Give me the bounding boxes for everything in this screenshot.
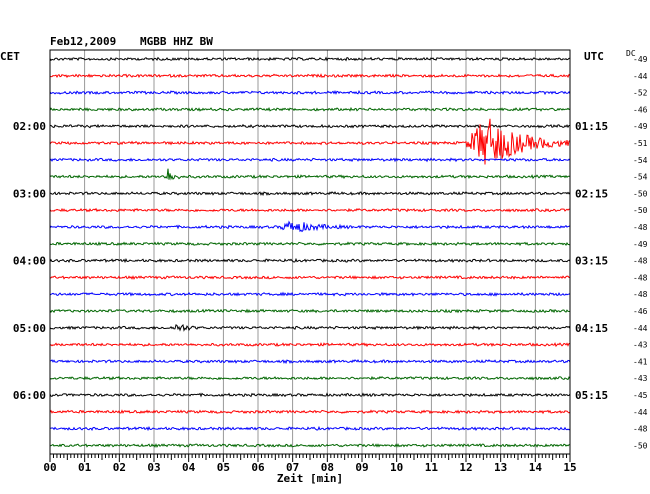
left-time-label: 02:00 [13,120,46,133]
dc-offset-label: -49 [633,55,648,64]
x-tick-label: 15 [563,461,576,474]
dc-offset-label: -50 [633,189,648,198]
dc-offset-label: -48 [633,257,648,266]
left-time-label: 04:00 [13,255,46,268]
dc-offset-label: -45 [633,391,648,400]
dc-offset-label: -49 [633,122,648,131]
dc-offset-label: -48 [633,425,648,434]
dc-offset-labels: -49 -44 -52 -46 -49 -51 -54 -54 -50 -50 -48 -49 -48 -… [633,55,648,450]
trace-row-22 [49,425,571,432]
x-tick-label: 08 [321,461,334,474]
trace-row-7 [49,168,571,181]
x-tick-label: 11 [425,461,439,474]
dc-offset-label: -48 [633,223,648,232]
x-axis-title: Zeit [min] [277,472,343,485]
x-axis: 00 01 02 03 04 05 06 07 08 09 10 11 12 13 14 15 [43,454,577,474]
dc-offset-label: -44 [633,324,648,333]
x-tick-label: 12 [459,461,472,474]
time-labels: 02:00 03:00 04:00 05:00 06:00 01:15 02:15 03:15… [13,120,608,402]
right-time-label: 04:15 [575,322,608,335]
right-zone-label: UTC [584,50,604,63]
header-date: Feb12,2009 [50,35,116,48]
dc-offset-label: -49 [633,240,648,249]
trace-row-16 [49,323,571,332]
trace-row-23 [49,443,571,448]
trace-row-8 [49,191,571,197]
x-tick-label: 05 [217,461,230,474]
dc-offset-label: -52 [633,89,648,98]
x-tick-label: 06 [251,461,265,474]
x-tick-label: 04 [182,461,196,474]
trace-row-17 [49,342,571,348]
x-tick-label: 13 [494,461,507,474]
trace-row-0 [49,56,571,62]
dc-label: DC [626,49,636,58]
trace-row-4 [49,123,571,129]
header-station: MGBB HHZ BW [140,35,213,48]
trace-row-19 [49,375,571,381]
trace-row-3 [49,106,571,112]
trace-row-6 [49,157,571,163]
trace-row-2 [49,89,571,96]
right-time-label: 03:15 [575,255,608,268]
dc-offset-label: -44 [633,408,648,417]
x-tick-label: 03 [147,461,160,474]
dc-offset-label: -48 [633,273,648,282]
trace-row-12 [49,257,571,264]
dc-offset-label: -43 [633,341,648,350]
left-zone-label: CET [0,50,20,63]
right-time-label: 02:15 [575,187,608,200]
trace-row-9 [49,207,571,213]
x-tick-label: 07 [286,461,299,474]
dc-offset-label: -41 [633,357,648,366]
dc-offset-label: -50 [633,206,648,215]
dc-offset-label: -46 [633,105,648,114]
x-tick-label: 02 [113,461,126,474]
trace-row-21 [49,409,571,415]
x-tick-label: 01 [78,461,92,474]
x-tick-label: 09 [355,461,368,474]
left-time-label: 03:00 [13,187,46,200]
trace-row-14 [49,291,571,297]
dc-offset-label: -54 [633,173,648,182]
dc-offset-label: -50 [633,441,648,450]
trace-row-11 [49,241,571,247]
right-time-label: 05:15 [575,389,608,402]
dc-offset-label: -51 [633,139,648,148]
grid-lines [84,50,536,454]
trace-row-20 [49,392,571,398]
x-tick-label: 10 [390,461,403,474]
trace-row-10 [49,220,571,233]
left-time-label: 06:00 [13,389,46,402]
left-time-label: 05:00 [13,322,46,335]
dc-offset-label: -46 [633,307,648,316]
dc-offset-label: -54 [633,156,648,165]
dc-offset-label: -44 [633,72,648,81]
trace-row-15 [49,308,571,314]
trace-row-5 [49,118,571,165]
x-tick-label: 00 [43,461,56,474]
trace-row-13 [49,275,571,280]
right-time-label: 01:15 [575,120,608,133]
trace-row-1 [49,73,571,79]
dc-offset-label: -48 [633,290,648,299]
trace-rows [49,56,571,448]
x-tick-label: 14 [529,461,543,474]
dc-offset-label: -43 [633,374,648,383]
trace-row-18 [49,359,571,365]
